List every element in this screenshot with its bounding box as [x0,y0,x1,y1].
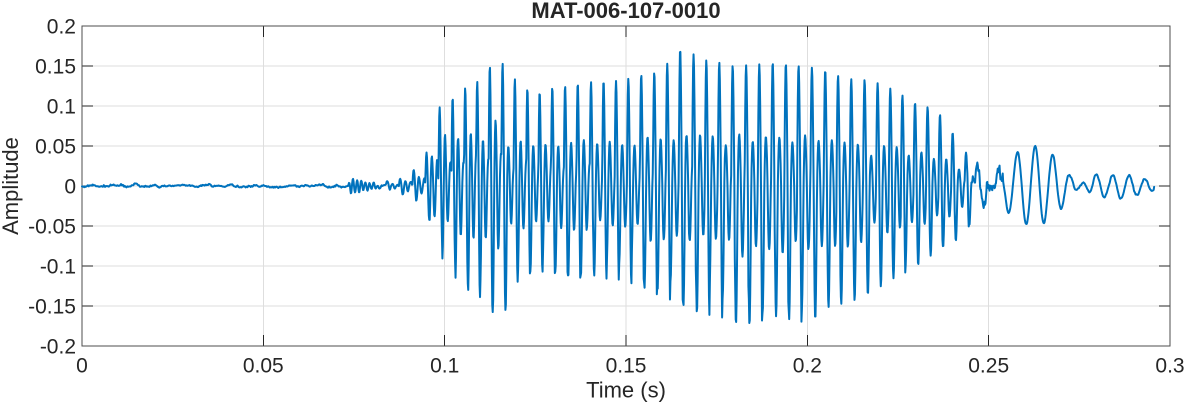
svg-text:-0.15: -0.15 [28,295,76,318]
svg-text:-0.05: -0.05 [28,215,76,238]
svg-text:0.15: 0.15 [606,355,647,378]
svg-text:0.25: 0.25 [968,355,1009,378]
svg-text:MAT-006-107-0010: MAT-006-107-0010 [531,0,720,23]
svg-text:0: 0 [64,175,76,198]
svg-text:0.05: 0.05 [243,355,284,378]
svg-text:0: 0 [76,355,88,378]
svg-text:0.3: 0.3 [1155,355,1184,378]
svg-text:0.2: 0.2 [47,15,76,38]
svg-text:Amplitude: Amplitude [0,137,23,235]
svg-text:0.1: 0.1 [47,95,76,118]
svg-text:0.05: 0.05 [35,135,76,158]
svg-text:-0.1: -0.1 [40,255,76,278]
svg-text:-0.2: -0.2 [40,335,76,358]
svg-text:0.1: 0.1 [430,355,459,378]
svg-text:Time (s): Time (s) [586,378,666,403]
svg-text:0.15: 0.15 [35,55,76,78]
svg-text:0.2: 0.2 [793,355,822,378]
